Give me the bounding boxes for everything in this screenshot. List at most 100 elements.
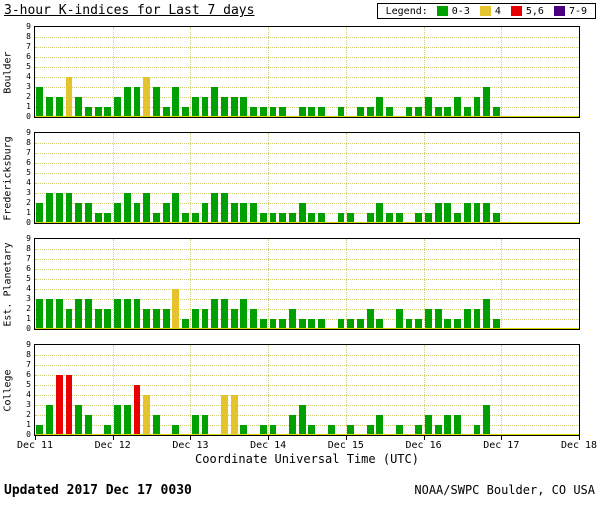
k-index-bar: [230, 203, 238, 223]
k-index-bar: [259, 107, 267, 117]
zero-line: [35, 434, 579, 435]
k-index-bar: [230, 97, 238, 117]
k-index-bar: [356, 107, 364, 117]
gridline-vertical: [345, 239, 347, 329]
gridline-horizontal: [35, 269, 579, 270]
gridline-vertical: [190, 27, 192, 117]
y-tick-label: 9: [26, 22, 31, 31]
y-tick-label: 6: [26, 264, 31, 273]
k-index-bar: [327, 425, 335, 435]
k-index-bar: [201, 309, 209, 329]
k-index-bar: [434, 203, 442, 223]
station-panel-est-planetary: Est. Planetary 0 1 2 3 4 5 6 7 8 9: [0, 234, 600, 333]
y-tick-label: 4: [26, 284, 31, 293]
x-tick-mark: [501, 436, 503, 440]
gridline-vertical: [423, 27, 425, 117]
k-index-bar: [366, 309, 374, 329]
k-index-bar: [269, 319, 277, 329]
gridline-vertical: [423, 239, 425, 329]
k-index-bar: [201, 415, 209, 435]
gridline-vertical: [501, 239, 503, 329]
gridline-horizontal: [35, 309, 579, 310]
k-index-bar: [492, 319, 500, 329]
k-index-bar: [143, 193, 151, 223]
k-index-bar: [55, 97, 63, 117]
y-tick-label: 5: [26, 62, 31, 71]
k-index-bar: [386, 213, 394, 223]
y-tick-label: 3: [26, 82, 31, 91]
k-index-bar: [492, 213, 500, 223]
k-index-bar: [463, 309, 471, 329]
legend-item-label: 0-3: [451, 5, 470, 17]
k-index-bar: [376, 97, 384, 117]
station-label-text: Boulder: [2, 50, 14, 94]
gridline-horizontal: [35, 107, 579, 108]
k-index-bar: [191, 415, 199, 435]
k-index-bar: [288, 309, 296, 329]
zero-line: [35, 116, 579, 117]
x-tick-label: Dec 16: [405, 440, 442, 451]
legend-item-label: 4: [494, 5, 501, 17]
station-label: College: [0, 344, 16, 436]
x-tick-mark: [112, 436, 114, 440]
station-label-text: Fredericksburg: [2, 135, 14, 221]
k-index-bar: [36, 203, 44, 223]
legend-item-0-3: 0-3: [436, 5, 470, 17]
legend-swatch-0-3: [436, 6, 448, 16]
y-tick-label: 4: [26, 178, 31, 187]
x-tick-label: Dec 18: [560, 440, 598, 451]
k-index-bar: [152, 415, 160, 435]
gridline-horizontal: [35, 97, 579, 98]
x-tick-label: Dec 17: [483, 440, 520, 451]
y-tick-label: 2: [26, 410, 31, 419]
gridline-horizontal: [35, 319, 579, 320]
k-index-bar: [483, 203, 491, 223]
k-index-bar: [240, 299, 248, 329]
updated-text: Updated 2017 Dec 17 0030: [4, 483, 192, 498]
gridline-horizontal: [35, 153, 579, 154]
k-index-bar: [220, 395, 228, 435]
gridline-vertical: [190, 345, 192, 435]
k-index-bar: [424, 97, 432, 117]
x-tick-mark: [345, 436, 347, 440]
gridline-vertical: [345, 345, 347, 435]
k-index-bar: [133, 299, 141, 329]
k-index-bar: [65, 193, 73, 223]
k-index-bar: [36, 87, 44, 117]
k-index-bar: [143, 309, 151, 329]
k-index-bar: [250, 203, 258, 223]
k-index-bar: [298, 107, 306, 117]
station-label-text: College: [2, 368, 14, 412]
legend-item-7-9: 7-9: [553, 6, 587, 17]
k-index-bar: [152, 87, 160, 117]
k-index-bar: [104, 213, 112, 223]
y-tick-label: 7: [26, 148, 31, 157]
panel-plot: [34, 344, 580, 436]
k-index-bar: [36, 425, 44, 435]
k-index-bar: [250, 309, 258, 329]
k-index-bar: [152, 213, 160, 223]
legend-swatch-7-9: [553, 6, 565, 16]
legend-swatch-4: [479, 6, 491, 16]
k-index-bar: [123, 193, 131, 223]
x-tick-mark: [268, 436, 270, 440]
k-index-bar: [483, 405, 491, 435]
k-index-bar: [376, 415, 384, 435]
y-tick-label: 2: [26, 198, 31, 207]
k-index-bar: [337, 213, 345, 223]
k-index-bar: [84, 299, 92, 329]
station-panel-boulder: Boulder 0 1 2 3 4 5 6 7 8 9: [0, 22, 600, 121]
k-index-bar: [298, 203, 306, 223]
k-index-bar: [133, 87, 141, 117]
k-index-bar: [473, 203, 481, 223]
gridline-horizontal: [35, 289, 579, 290]
y-tick-label: 4: [26, 390, 31, 399]
k-index-bar: [250, 107, 258, 117]
k-index-bar: [84, 203, 92, 223]
k-index-bar: [220, 193, 228, 223]
header: 3-hour K-indices for Last 7 days Legend:…: [0, 0, 600, 22]
gridline-horizontal: [35, 87, 579, 88]
gridline-horizontal: [35, 259, 579, 260]
k-index-bar: [269, 213, 277, 223]
